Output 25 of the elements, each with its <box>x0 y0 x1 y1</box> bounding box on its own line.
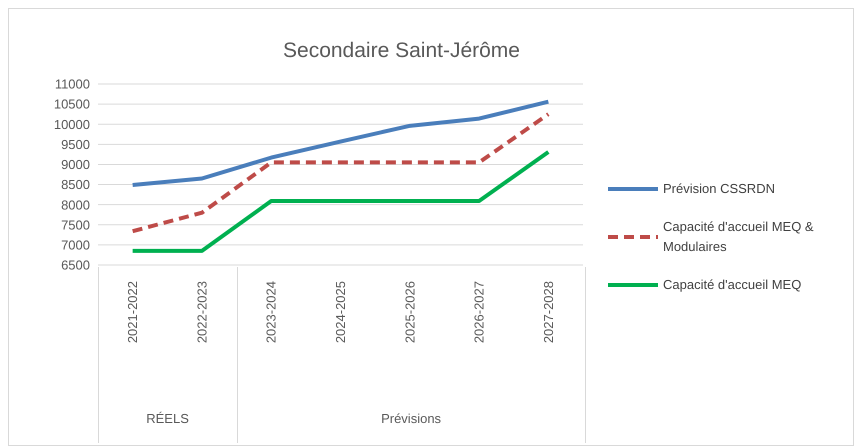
y-tick-label: 11000 <box>54 76 90 92</box>
x-tick-label: 2021-2022 <box>125 281 140 344</box>
y-tick-label: 8500 <box>61 177 90 192</box>
x-tick-label: 2023-2024 <box>264 281 279 344</box>
x-tick-label: 2024-2025 <box>333 281 348 344</box>
legend-label: Capacité d'accueil MEQ <box>663 276 802 294</box>
y-tick-label: 9000 <box>61 157 90 172</box>
line-series <box>130 100 550 187</box>
chart-title: Secondaire Saint-Jérôme <box>282 39 521 63</box>
text: Prévisions <box>380 411 442 426</box>
legend-label: Capacité d'accueil MEQ & Modulaires <box>663 218 815 256</box>
x-tick-label: 2026-2027 <box>472 281 487 344</box>
y-tick-label: 7000 <box>61 238 90 253</box>
x-tick-label: 2022-2023 <box>194 281 210 344</box>
y-tick-label: 10500 <box>54 96 90 112</box>
legend-label: Prévision CSSRDN <box>663 180 775 198</box>
y-tick-label: 9500 <box>61 136 90 152</box>
y-tick-label: 10000 <box>54 116 90 132</box>
x-tick-label: 2027-2028 <box>540 281 556 344</box>
y-tick-label: 8000 <box>61 197 90 212</box>
line-series <box>130 112 550 234</box>
text: RÉELS <box>145 411 190 426</box>
y-tick-label: 7500 <box>61 217 90 232</box>
y-tick-label: 6500 <box>61 258 90 273</box>
x-tick-label: 2025-2026 <box>402 281 418 344</box>
